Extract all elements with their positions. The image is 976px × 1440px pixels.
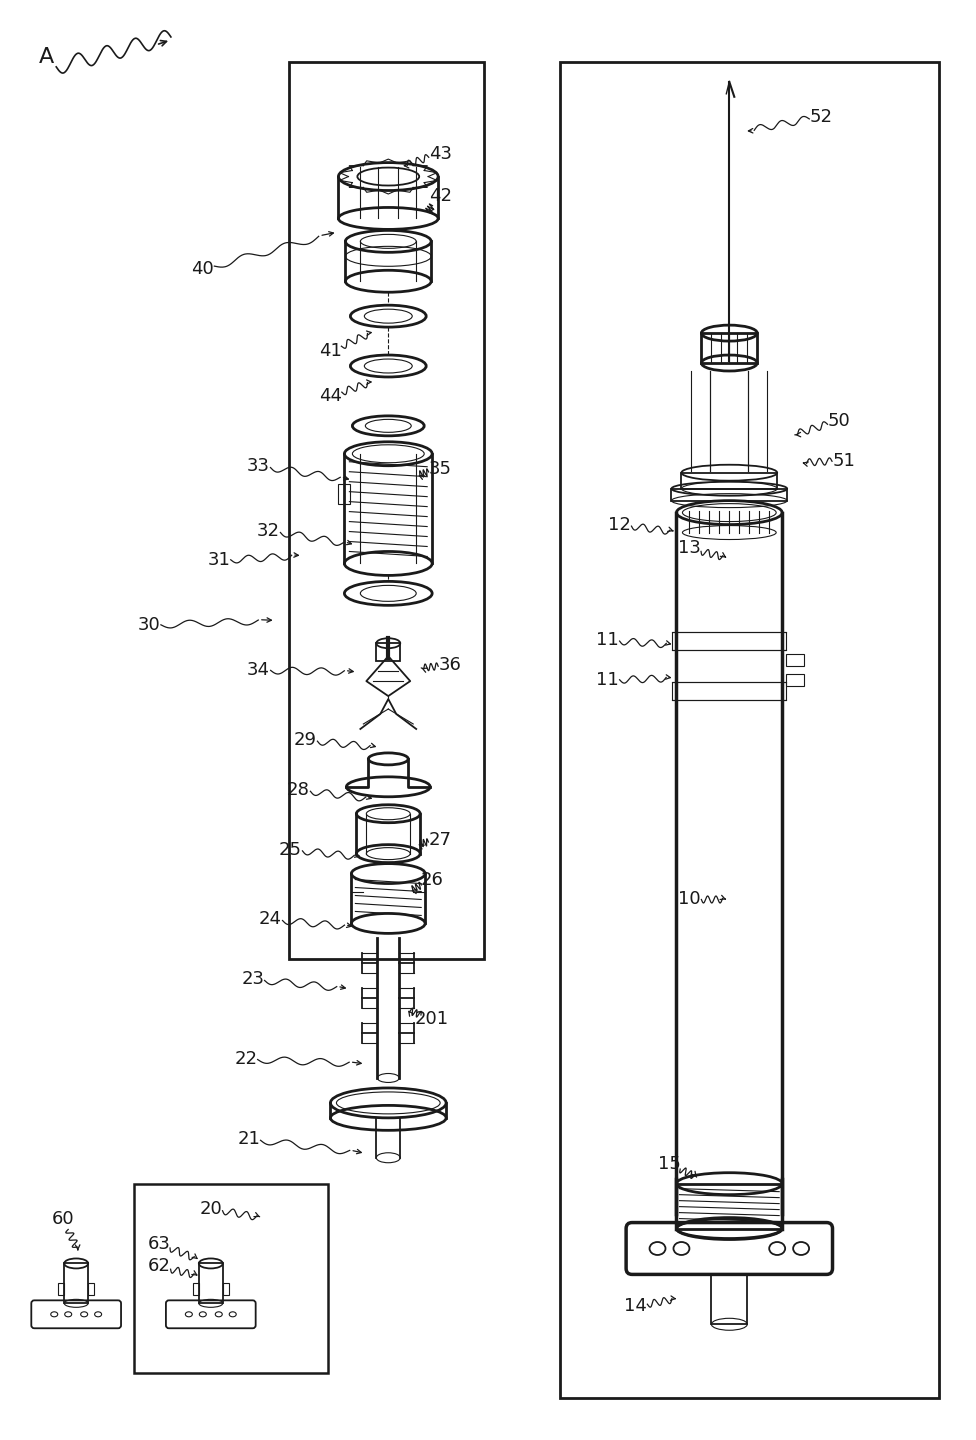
Bar: [223, 1283, 228, 1296]
Text: 28: 28: [287, 780, 310, 799]
Bar: [193, 1283, 199, 1296]
Text: 13: 13: [678, 540, 701, 557]
Bar: [88, 1283, 94, 1296]
Text: 42: 42: [428, 187, 452, 206]
Bar: [59, 1283, 64, 1296]
Bar: [672, 632, 786, 651]
Bar: [672, 683, 786, 700]
Text: 31: 31: [207, 552, 230, 569]
Text: 51: 51: [833, 452, 855, 469]
Text: 21: 21: [237, 1130, 261, 1148]
Text: 201: 201: [415, 1009, 449, 1028]
Bar: [676, 1184, 782, 1228]
Bar: [339, 484, 350, 504]
Bar: [671, 488, 788, 501]
Text: 44: 44: [319, 387, 342, 405]
Bar: [289, 62, 484, 959]
Text: 22: 22: [234, 1050, 258, 1068]
Text: 50: 50: [828, 412, 850, 431]
Text: 11: 11: [596, 671, 619, 690]
Text: 10: 10: [678, 890, 701, 909]
Text: 26: 26: [421, 871, 444, 888]
Bar: [786, 674, 804, 685]
Text: 52: 52: [809, 108, 833, 125]
Text: 40: 40: [191, 261, 214, 278]
Bar: [786, 654, 804, 667]
Text: 25: 25: [279, 841, 302, 858]
Text: 34: 34: [247, 661, 270, 680]
Text: 30: 30: [138, 616, 160, 634]
Text: 12: 12: [608, 516, 631, 534]
Text: 32: 32: [257, 521, 280, 540]
Text: 35: 35: [428, 459, 452, 478]
Text: A: A: [39, 48, 55, 66]
Bar: [199, 1263, 223, 1303]
Bar: [712, 1274, 748, 1325]
Text: 41: 41: [319, 343, 342, 360]
Text: 15: 15: [658, 1155, 681, 1172]
Text: 33: 33: [247, 456, 270, 475]
Bar: [702, 333, 757, 363]
Bar: [377, 644, 400, 661]
Text: 36: 36: [438, 657, 462, 674]
Text: 29: 29: [294, 732, 317, 749]
Text: 60: 60: [52, 1210, 74, 1227]
Text: 62: 62: [147, 1257, 171, 1276]
Text: 24: 24: [259, 910, 282, 929]
Text: 27: 27: [428, 831, 452, 848]
Text: 20: 20: [199, 1200, 223, 1218]
Bar: [134, 1184, 329, 1374]
Bar: [681, 472, 777, 488]
Bar: [64, 1263, 88, 1303]
Text: 11: 11: [596, 631, 619, 649]
Bar: [560, 62, 939, 1398]
Text: 14: 14: [624, 1297, 647, 1315]
Text: 63: 63: [147, 1234, 171, 1253]
Text: 23: 23: [241, 971, 264, 988]
Text: 43: 43: [428, 144, 452, 163]
